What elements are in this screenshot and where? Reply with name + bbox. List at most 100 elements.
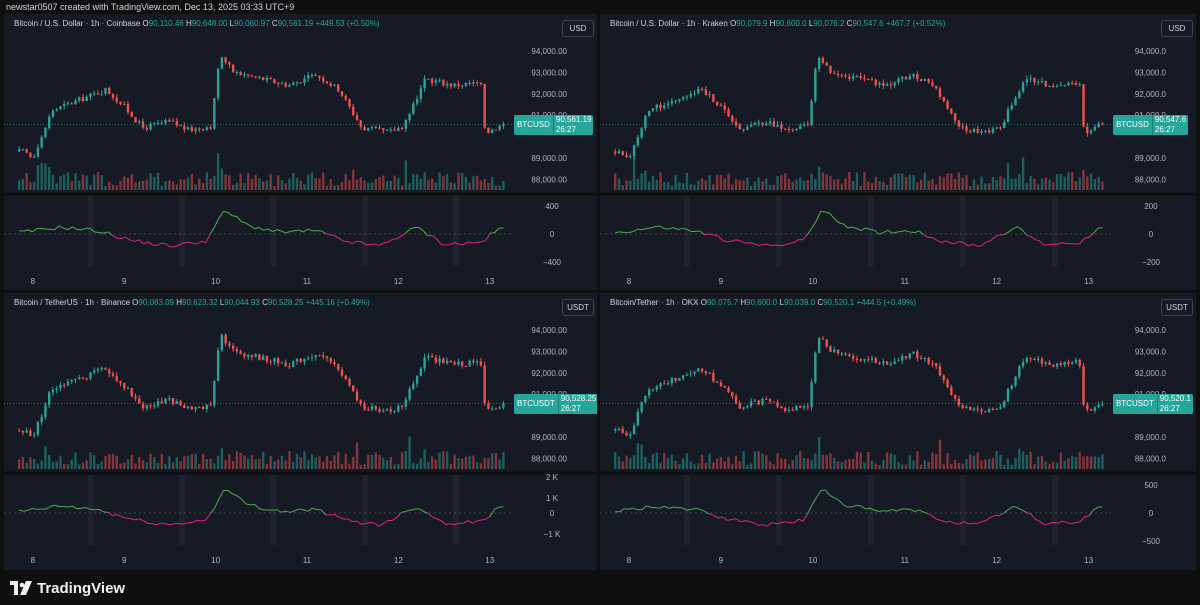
oscillator-line xyxy=(334,514,340,518)
candle xyxy=(32,156,36,158)
volume-bar xyxy=(250,178,254,190)
volume-bar xyxy=(329,179,332,190)
candle xyxy=(738,125,742,130)
volume-bar xyxy=(919,179,923,190)
volume-bar xyxy=(904,177,908,190)
candle xyxy=(355,391,359,401)
volume-bar xyxy=(1074,181,1078,190)
candle xyxy=(636,137,640,146)
chart-panel[interactable]: 891011121394,000.093,000.092,000.091,000… xyxy=(600,14,1196,290)
volume-bar xyxy=(273,461,276,469)
volume-bar xyxy=(987,183,991,190)
currency-button[interactable]: USDT xyxy=(562,299,594,316)
volume-bar xyxy=(670,454,674,469)
x-axis-label: 13 xyxy=(485,556,494,565)
chart-panel[interactable]: 891011121394,000.0093,000.0092,000.0091,… xyxy=(4,14,597,290)
volume-bar xyxy=(961,463,964,469)
candle xyxy=(969,407,972,410)
volume-bar xyxy=(659,462,662,469)
volume-bar xyxy=(322,172,325,190)
oscillator-line xyxy=(1030,513,1036,520)
volume-bar xyxy=(479,180,483,190)
candle xyxy=(655,104,658,109)
ohlc-value-o: 90,079.9 xyxy=(736,19,768,28)
candle xyxy=(119,381,122,384)
currency-button[interactable]: USD xyxy=(1161,20,1193,37)
oscillator-line xyxy=(58,225,64,229)
candle xyxy=(648,389,651,396)
volume-bar xyxy=(867,451,870,469)
candle xyxy=(855,358,859,360)
volume-bar xyxy=(333,455,336,469)
candle xyxy=(475,82,479,84)
chart-panel[interactable]: 891011121394,000.093,000.092,000.091,000… xyxy=(600,293,1196,570)
oscillator-line xyxy=(981,519,987,523)
candle xyxy=(367,409,370,411)
candle xyxy=(1006,388,1010,402)
candle xyxy=(408,113,411,121)
oscillator-line xyxy=(81,227,86,231)
volume-bar xyxy=(89,452,92,469)
oscillator-line xyxy=(485,515,491,520)
volume-bar xyxy=(51,461,55,469)
currency-button[interactable]: USD xyxy=(562,20,594,37)
candle xyxy=(261,356,265,360)
candle xyxy=(487,127,490,134)
session-band xyxy=(776,196,783,266)
volume-bar xyxy=(670,185,674,190)
x-axis-label: 10 xyxy=(211,277,220,286)
oscillator-line xyxy=(258,507,264,511)
volume-bar xyxy=(213,176,216,190)
volume-bar xyxy=(999,176,1002,190)
candle xyxy=(453,362,456,365)
candle xyxy=(179,125,182,127)
volume-bar xyxy=(840,183,843,190)
ohlc-value-o: 90,083.09 xyxy=(138,298,174,307)
oscillator-line xyxy=(214,217,220,227)
last-price-value: 90,561.19 xyxy=(555,114,592,124)
volume-bar xyxy=(340,182,344,190)
candle xyxy=(329,358,332,363)
volume-bar xyxy=(310,172,314,190)
volume-bar xyxy=(115,455,118,469)
candle xyxy=(810,101,813,125)
candle xyxy=(141,121,145,128)
candle xyxy=(81,377,85,379)
volume-bar xyxy=(220,448,224,469)
oscillator-line xyxy=(1079,237,1085,244)
candle xyxy=(104,368,107,370)
candle xyxy=(715,102,719,105)
oscillator-line xyxy=(23,229,29,232)
volume-bar xyxy=(168,180,171,190)
candle xyxy=(663,105,666,109)
candle xyxy=(1048,86,1051,88)
volume-bar xyxy=(186,177,190,190)
volume-bar xyxy=(829,175,832,190)
volume-bar xyxy=(239,173,242,190)
tradingview-logo[interactable]: TradingView xyxy=(10,578,125,598)
chart-panel[interactable]: 891011121394,000.0093,000.0092,000.0091,… xyxy=(4,293,597,570)
candle xyxy=(434,80,438,83)
oscillator-line xyxy=(1057,520,1063,524)
volume-bar xyxy=(874,463,877,469)
currency-button[interactable]: USDT xyxy=(1161,299,1193,316)
oscillator-line xyxy=(758,524,763,526)
candle xyxy=(359,120,362,127)
volume-bar xyxy=(984,459,987,469)
oscillator-line xyxy=(232,215,237,218)
oscillator-line xyxy=(152,523,157,526)
volume-bar xyxy=(393,175,396,190)
volume-bar xyxy=(893,454,896,469)
candle xyxy=(483,365,486,404)
volume-bar xyxy=(156,462,160,469)
candle xyxy=(938,88,942,97)
candle xyxy=(1010,385,1013,389)
volume-bar xyxy=(415,463,419,469)
oscillator-axis-label: 200 xyxy=(1144,202,1158,211)
oscillator-line xyxy=(472,520,478,524)
candle xyxy=(1044,362,1047,364)
candle xyxy=(836,349,840,354)
candle xyxy=(258,354,261,360)
oscillator-line xyxy=(320,509,327,516)
volume-bar xyxy=(780,175,783,190)
